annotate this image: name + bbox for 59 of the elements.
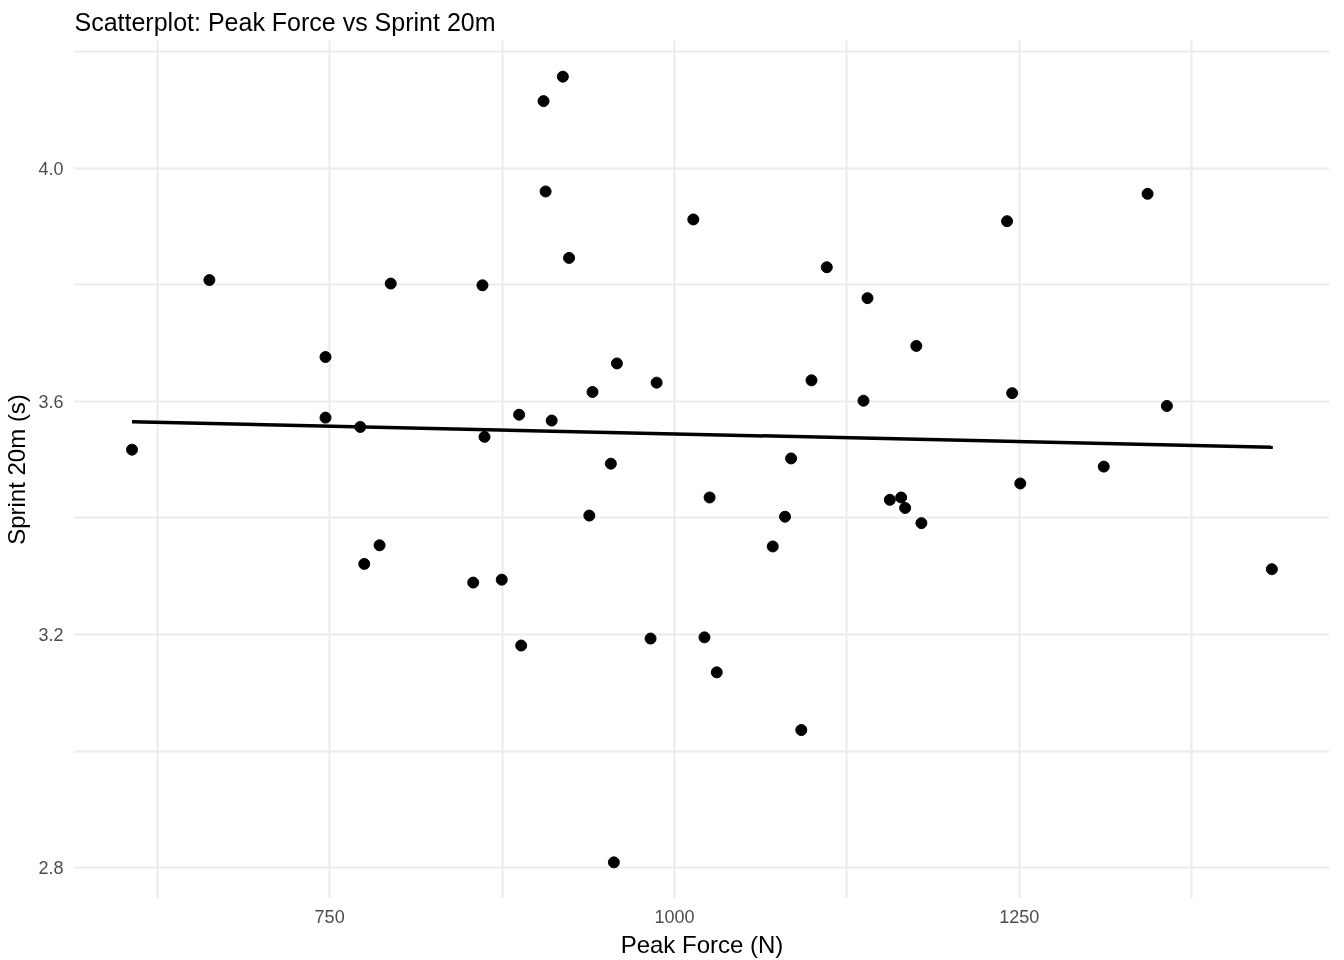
- point: [698, 631, 711, 644]
- point: [779, 510, 792, 523]
- point: [556, 70, 569, 83]
- point: [1014, 477, 1027, 490]
- point: [650, 376, 663, 389]
- point: [820, 261, 833, 274]
- y-tick-label: 4.0: [38, 158, 64, 179]
- y-axis-title: Sprint 20m (s): [3, 394, 31, 545]
- point: [203, 274, 216, 287]
- point: [358, 557, 371, 570]
- y-tick-label: 3.6: [38, 391, 64, 412]
- point: [883, 493, 896, 506]
- point: [1141, 187, 1154, 200]
- point: [319, 411, 332, 424]
- point: [563, 251, 576, 264]
- point: [1160, 399, 1173, 412]
- x-axis-title: Peak Force (N): [620, 930, 784, 958]
- point: [545, 414, 558, 427]
- point: [467, 576, 480, 589]
- chart-title: Scatterplot: Peak Force vs Sprint 20m: [74, 7, 496, 36]
- point: [513, 408, 526, 421]
- x-tick-label: 1000: [654, 906, 695, 927]
- point: [710, 666, 723, 679]
- point: [1001, 215, 1014, 228]
- point: [607, 856, 620, 869]
- point: [805, 374, 818, 387]
- y-tick-label: 3.2: [38, 624, 64, 645]
- point: [895, 491, 908, 504]
- point: [583, 509, 596, 522]
- x-tick-label: 750: [314, 906, 345, 927]
- y-tick-label: 2.8: [38, 858, 64, 879]
- point: [539, 185, 552, 198]
- point: [1006, 387, 1019, 400]
- point: [515, 639, 528, 652]
- point: [644, 632, 657, 645]
- point: [604, 457, 617, 470]
- point: [795, 724, 808, 737]
- point: [915, 517, 928, 530]
- point: [586, 385, 599, 398]
- point: [319, 351, 332, 363]
- point: [1097, 460, 1110, 473]
- point: [766, 540, 779, 553]
- point: [703, 491, 716, 504]
- point: [857, 394, 870, 407]
- point: [384, 277, 397, 290]
- point: [476, 279, 489, 292]
- point: [537, 95, 550, 108]
- point: [899, 501, 912, 514]
- point: [785, 452, 798, 465]
- point: [478, 430, 491, 443]
- point: [610, 357, 623, 370]
- point: [126, 443, 139, 456]
- point: [687, 213, 700, 226]
- x-tick-label: 1250: [999, 906, 1040, 927]
- point: [910, 339, 923, 352]
- point: [861, 292, 874, 305]
- point: [373, 539, 386, 552]
- point: [495, 573, 508, 586]
- point: [1265, 563, 1278, 576]
